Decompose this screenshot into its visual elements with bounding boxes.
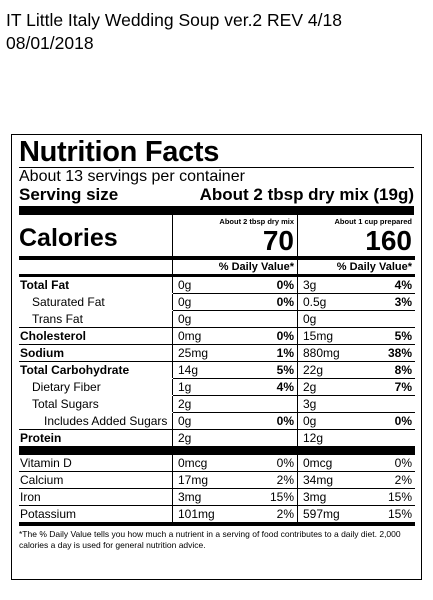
daily-value-header: % Daily Value* — [336, 261, 412, 273]
panel-title: Nutrition Facts — [19, 136, 220, 168]
nutrient-label: Trans Fat — [32, 312, 83, 326]
nutrient-label: Saturated Fat — [32, 295, 105, 309]
nutrient-column2: 0.5g 3% — [303, 295, 412, 309]
divider — [19, 167, 414, 168]
nutrient-label: Protein — [20, 431, 62, 445]
divider — [19, 522, 415, 526]
nutrient-label: Includes Added Sugars — [44, 414, 168, 428]
nutrient-column1: 3mg 15% — [178, 490, 294, 504]
nutrient-column1: 101mg 2% — [178, 507, 294, 521]
column2-header: About 1 cup prepared — [334, 217, 412, 226]
nutrient-column1: 0g 0% — [178, 414, 294, 428]
nutrient-column1: 0g — [178, 312, 192, 326]
divider — [19, 274, 415, 277]
nutrient-column2: 0g 0% — [303, 414, 412, 428]
nutrient-label: Total Fat — [20, 278, 70, 292]
nutrient-column2: 2g 7% — [303, 380, 412, 394]
nutrient-column2: 0mcg 0% — [303, 456, 412, 470]
nutrient-column1: 0mg 0% — [178, 329, 294, 343]
nutrient-column2: 15mg 5% — [303, 329, 412, 343]
nutrient-column2: 0g — [303, 312, 317, 326]
footnote: *The % Daily Value tells you how much a … — [19, 529, 401, 550]
serving-size-label: Serving size — [19, 185, 119, 204]
calories-column1: 70 — [262, 225, 294, 256]
nutrient-column1: 2g — [178, 397, 192, 411]
column-divider — [297, 215, 298, 256]
nutrient-label: Total Carbohydrate — [20, 363, 130, 377]
nutrient-grid: Calories About 2 tbsp dry mix About 1 cu… — [19, 215, 415, 526]
calories-column2: 160 — [365, 225, 412, 256]
nutrient-label: Vitamin D — [20, 456, 72, 470]
nutrient-column1: 1g 4% — [178, 380, 294, 394]
servings-per-container: About 13 servings per container — [19, 168, 245, 185]
nutrient-column1: 2g — [178, 431, 192, 445]
serving-size-row: Serving size About 2 tbsp dry mix (19g) — [19, 185, 414, 204]
nutrient-column2: 12g — [303, 431, 324, 445]
nutrient-label: Cholesterol — [20, 329, 87, 343]
calories-label: Calories — [19, 224, 118, 252]
document-title: IT Little Italy Wedding Soup ver.2 REV 4… — [6, 10, 342, 30]
column-divider — [172, 215, 173, 256]
nutrient-column2: 3mg 15% — [303, 490, 412, 504]
nutrient-label: Potassium — [20, 507, 77, 521]
nutrient-column2: 597mg 15% — [303, 507, 412, 521]
nutrient-column2: 3g 4% — [303, 278, 412, 292]
document-date: 08/01/2018 — [6, 33, 94, 53]
nutrient-column2: 3g — [303, 397, 317, 411]
nutrient-column2: 22g 8% — [303, 363, 412, 377]
thick-divider — [19, 446, 415, 455]
nutrient-column1: 0mcg 0% — [178, 456, 294, 470]
nutrient-column1: 17mg 2% — [178, 473, 294, 487]
thick-divider — [19, 206, 414, 215]
nutrient-column2: 34mg 2% — [303, 473, 412, 487]
nutrient-column1: 14g 5% — [178, 363, 294, 377]
daily-value-header: % Daily Value* — [218, 261, 294, 273]
serving-size-value: About 2 tbsp dry mix (19g) — [199, 185, 414, 204]
nutrition-facts-panel: Nutrition Facts About 13 servings per co… — [11, 134, 422, 580]
nutrient-label: Sodium — [20, 346, 64, 360]
nutrient-column2: 880mg 38% — [303, 346, 412, 360]
nutrient-column1: 0g 0% — [178, 278, 294, 292]
nutrient-label: Total Sugars — [32, 397, 99, 411]
nutrient-label: Calcium — [20, 473, 64, 487]
divider — [19, 256, 415, 260]
column1-header: About 2 tbsp dry mix — [219, 217, 294, 226]
nutrient-column1: 0g 0% — [178, 295, 294, 309]
nutrient-column1: 25mg 1% — [178, 346, 294, 360]
nutrient-label: Iron — [20, 490, 41, 504]
nutrient-label: Dietary Fiber — [32, 380, 101, 394]
